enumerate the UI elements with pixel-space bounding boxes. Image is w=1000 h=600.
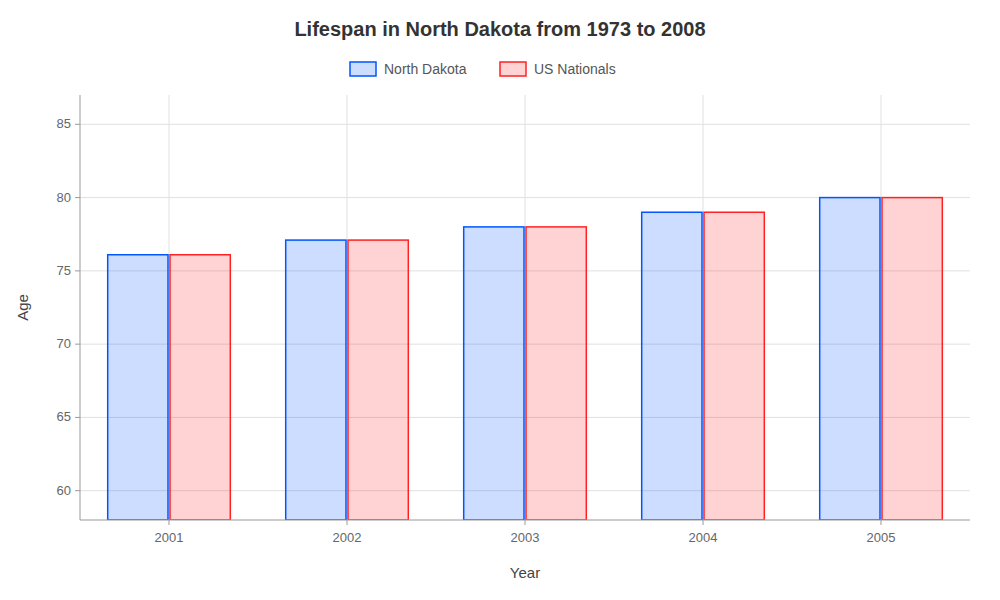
- legend-label: North Dakota: [384, 61, 467, 77]
- x-tick-label: 2004: [689, 530, 718, 545]
- x-tick: [881, 520, 882, 525]
- x-tick: [703, 520, 704, 525]
- x-axis: 2001 2002 2003 2004 2005: [155, 520, 896, 545]
- y-tick-label: 60: [57, 483, 71, 498]
- y-axis: 60 65 70 75 80 85: [57, 116, 80, 497]
- bar: [286, 240, 346, 520]
- y-tick-label: 70: [57, 336, 71, 351]
- x-tick: [169, 520, 170, 525]
- bar: [348, 240, 408, 520]
- bar: [464, 227, 524, 520]
- y-tick: [75, 490, 80, 491]
- bar: [170, 255, 230, 520]
- y-axis-line: [80, 95, 81, 520]
- bar: [526, 227, 586, 520]
- bars: [108, 198, 943, 520]
- bar: [108, 255, 168, 520]
- y-tick: [75, 344, 80, 345]
- bar: [704, 212, 764, 520]
- x-tick: [525, 520, 526, 525]
- x-tick-label: 2001: [155, 530, 184, 545]
- legend-label: US Nationals: [534, 61, 616, 77]
- y-tick-label: 85: [57, 116, 71, 131]
- legend-swatch: [350, 62, 376, 76]
- x-tick-label: 2003: [511, 530, 540, 545]
- bar: [820, 198, 880, 520]
- grid: [80, 95, 970, 520]
- y-tick: [75, 124, 80, 125]
- chart-title: Lifespan in North Dakota from 1973 to 20…: [294, 18, 705, 40]
- y-tick: [75, 417, 80, 418]
- bar: [882, 198, 942, 520]
- y-tick-label: 75: [57, 263, 71, 278]
- x-tick-label: 2005: [867, 530, 896, 545]
- y-axis-label: Age: [14, 294, 31, 321]
- chart-svg: Lifespan in North Dakota from 1973 to 20…: [0, 0, 1000, 600]
- y-tick: [75, 197, 80, 198]
- bar: [642, 212, 702, 520]
- x-tick: [347, 520, 348, 525]
- x-tick-label: 2002: [333, 530, 362, 545]
- legend: North Dakota US Nationals: [350, 61, 616, 77]
- chart-container: Lifespan in North Dakota from 1973 to 20…: [0, 0, 1000, 600]
- legend-swatch: [500, 62, 526, 76]
- y-tick-label: 65: [57, 409, 71, 424]
- y-tick: [75, 270, 80, 271]
- x-axis-label: Year: [510, 564, 540, 581]
- y-tick-label: 80: [57, 190, 71, 205]
